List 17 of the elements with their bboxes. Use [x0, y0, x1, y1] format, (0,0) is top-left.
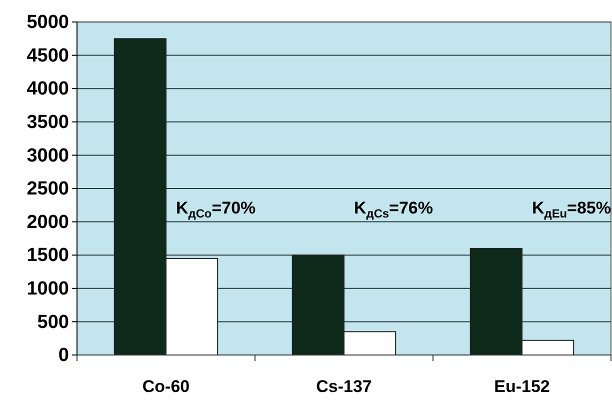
- y-tick-label: 2500: [26, 178, 69, 200]
- y-tick-label: 4500: [26, 45, 69, 66]
- y-tick-label: 500: [37, 312, 69, 333]
- y-tick-label: 1500: [26, 245, 69, 266]
- annotation: K$_{дCo}$=70%: [176, 198, 256, 220]
- annotation: K$_{дEu}$=85%: [532, 198, 611, 220]
- y-tick-label: 2000: [26, 212, 69, 233]
- y-tick-label: 5000: [26, 12, 69, 34]
- y-tick-label: 1000: [26, 278, 69, 300]
- x-tick-label: Co-60: [142, 377, 190, 396]
- y-tick-label: 3500: [26, 112, 69, 133]
- y-tick-label: 0: [58, 345, 69, 366]
- x-tick-label: Cs-137: [316, 377, 372, 396]
- y-tick-label: 3000: [26, 145, 69, 166]
- annotation: K$_{дCs}$=76%: [354, 198, 433, 220]
- y-tick-label: 4000: [26, 78, 69, 100]
- x-tick-label: Eu-152: [494, 377, 550, 396]
